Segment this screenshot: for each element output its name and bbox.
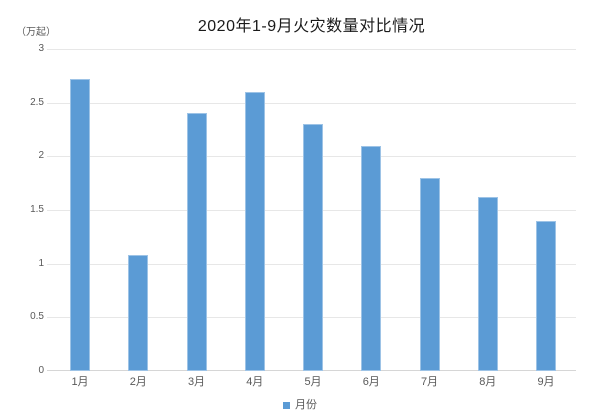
bar-9月 bbox=[536, 220, 556, 371]
bar-2月 bbox=[128, 255, 149, 371]
x-tick-label: 9月 bbox=[537, 376, 555, 388]
y-tick-label: 2 bbox=[38, 150, 44, 162]
y-tick-label: 1 bbox=[38, 257, 44, 269]
y-axis-labels: 0 0.5 1 1.5 2 2.5 3 bbox=[0, 44, 44, 376]
y-tick-label: 1.5 bbox=[30, 204, 44, 215]
x-tick-label: 6月 bbox=[362, 376, 380, 388]
chart-title: 2020年1-9月火灾数量对比情况 bbox=[197, 18, 426, 35]
y-tick-label: 0 bbox=[38, 365, 44, 376]
bar-8月 bbox=[477, 197, 498, 371]
x-tick-label: 7月 bbox=[420, 376, 439, 388]
legend-label: 月份 bbox=[295, 398, 317, 411]
y-tick-label: 3 bbox=[38, 43, 44, 54]
legend: 月份 bbox=[0, 397, 600, 413]
bar-6月 bbox=[361, 145, 382, 371]
y-tick-label: 0.5 bbox=[30, 311, 44, 323]
bar-5月 bbox=[303, 124, 323, 371]
x-axis-labels: 1月 2月 3月 4月 5月 6月 7月 8月 9月 bbox=[47, 376, 576, 390]
x-tick-label: 1月 bbox=[71, 376, 89, 388]
plot-area bbox=[47, 49, 576, 371]
gridline bbox=[47, 102, 576, 104]
gridline bbox=[47, 49, 576, 50]
x-tick-label: 3月 bbox=[187, 376, 206, 388]
bar-1月 bbox=[70, 79, 90, 371]
y-tick-label: 2.5 bbox=[30, 96, 44, 108]
x-tick-label: 8月 bbox=[479, 376, 497, 388]
x-tick-label: 4月 bbox=[246, 376, 264, 388]
bar-7月 bbox=[419, 177, 440, 371]
x-tick-label: 5月 bbox=[304, 376, 322, 388]
legend-marker-square bbox=[283, 401, 290, 409]
y-axis-unit-label: （万起） bbox=[16, 27, 56, 38]
x-tick-label: 2月 bbox=[129, 376, 147, 388]
bar-4月 bbox=[244, 91, 265, 371]
bar-3月 bbox=[186, 113, 207, 371]
